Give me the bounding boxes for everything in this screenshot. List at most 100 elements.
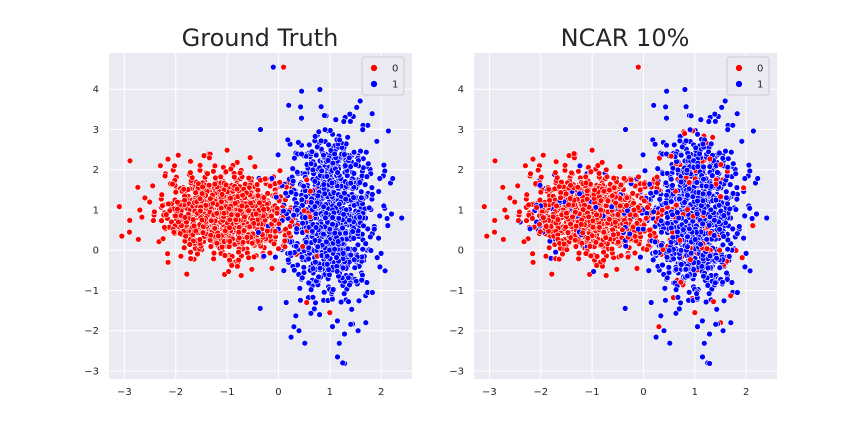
y-tick-label: 3: [458, 125, 464, 136]
data-point-class-1: [321, 126, 329, 133]
data-point-class-1: [314, 143, 321, 151]
data-point-class-1: [312, 259, 319, 266]
data-point-class-0: [250, 220, 258, 227]
data-point-class-0: [272, 228, 279, 235]
data-point-class-0: [192, 227, 200, 235]
data-point-class-1: [385, 127, 392, 135]
data-point-class-1: [307, 286, 315, 293]
data-point-class-1: [320, 230, 327, 238]
data-point-class-1: [315, 273, 322, 281]
data-point-class-1: [672, 286, 680, 293]
data-point-class-1: [325, 266, 332, 273]
data-point-class-1: [693, 179, 700, 186]
data-point-class-0: [562, 190, 570, 198]
data-point-class-0: [593, 253, 601, 260]
data-point-class-1: [311, 305, 318, 313]
data-point-class-1: [351, 246, 358, 253]
data-point-class-0: [234, 263, 241, 270]
data-point-class-0: [635, 173, 642, 181]
data-point-class-0: [307, 188, 314, 195]
data-point-class-0: [578, 240, 586, 247]
data-point-class-0: [589, 217, 597, 225]
data-point-class-0: [223, 147, 231, 154]
data-point-class-1: [661, 285, 668, 292]
data-point-class-1: [723, 269, 730, 277]
data-point-class-1: [312, 224, 320, 231]
data-point-class-0: [561, 162, 569, 169]
data-point-class-1: [721, 97, 729, 105]
data-point-class-0: [542, 253, 550, 260]
data-point-class-0: [603, 166, 610, 174]
data-point-class-1: [312, 299, 319, 306]
data-point-class-0: [200, 152, 208, 159]
data-point-class-0: [548, 270, 555, 278]
data-point-class-0: [619, 226, 626, 234]
data-point-class-1: [292, 312, 299, 319]
data-point-class-0: [238, 272, 245, 279]
data-point-class-1: [354, 327, 362, 334]
data-point-class-0: [587, 168, 595, 175]
data-point-class-1: [340, 118, 347, 125]
data-point-class-1: [335, 238, 342, 245]
legend-marker: [735, 64, 743, 72]
data-point-class-1: [336, 136, 343, 144]
data-point-class-1: [345, 298, 352, 305]
x-tick-label: −2: [168, 387, 183, 398]
data-point-class-1: [295, 327, 303, 334]
data-point-class-0: [146, 198, 153, 206]
data-point-class-0: [226, 243, 233, 250]
data-point-class-1: [351, 264, 358, 271]
data-point-class-0: [610, 174, 617, 182]
y-tick-label: 1: [93, 205, 99, 216]
data-point-class-1: [699, 190, 707, 198]
data-point-class-1: [683, 166, 691, 174]
data-point-class-1: [741, 263, 749, 271]
data-point-class-0: [667, 153, 675, 160]
data-point-class-0: [247, 199, 254, 207]
data-point-class-1: [658, 241, 665, 249]
data-point-class-1: [307, 310, 315, 317]
data-point-class-1: [729, 122, 736, 129]
data-point-class-1: [299, 220, 306, 227]
data-point-class-1: [694, 323, 701, 330]
data-point-class-0: [199, 183, 206, 191]
data-point-class-1: [693, 290, 700, 297]
data-point-class-1: [309, 166, 317, 174]
data-point-class-0: [617, 202, 624, 210]
data-point-class-0: [218, 198, 225, 206]
data-point-class-1: [327, 127, 334, 134]
x-tick-label: −2: [533, 387, 548, 398]
data-point-class-0: [159, 202, 166, 209]
data-point-class-0: [243, 234, 251, 241]
data-point-class-1: [763, 214, 770, 222]
data-point-class-0: [118, 232, 126, 240]
data-point-class-1: [340, 250, 347, 257]
data-point-class-0: [545, 186, 552, 193]
data-point-class-0: [499, 184, 506, 191]
data-point-class-1: [363, 149, 370, 156]
y-tick-label: 1: [458, 205, 464, 216]
data-point-class-1: [328, 179, 336, 187]
data-point-class-0: [574, 184, 581, 191]
data-point-class-0: [567, 182, 574, 189]
data-point-class-1: [347, 180, 354, 187]
data-point-class-0: [540, 152, 547, 159]
data-point-class-1: [699, 197, 707, 204]
data-point-class-0: [251, 163, 259, 170]
data-point-class-1: [651, 238, 659, 246]
data-point-class-1: [576, 162, 584, 170]
data-point-class-1: [388, 210, 395, 218]
legend: 01: [361, 56, 405, 96]
data-point-class-1: [332, 116, 339, 123]
data-point-class-1: [268, 175, 276, 182]
data-point-class-0: [600, 229, 607, 236]
data-point-class-1: [645, 267, 652, 274]
data-point-class-0: [542, 223, 550, 230]
data-point-class-0: [211, 225, 219, 232]
x-tick-label: 1: [692, 387, 698, 398]
data-point-class-1: [726, 181, 734, 188]
y-tick-label: 0: [458, 246, 464, 257]
data-point-class-1: [350, 235, 357, 242]
data-point-class-1: [280, 267, 287, 274]
